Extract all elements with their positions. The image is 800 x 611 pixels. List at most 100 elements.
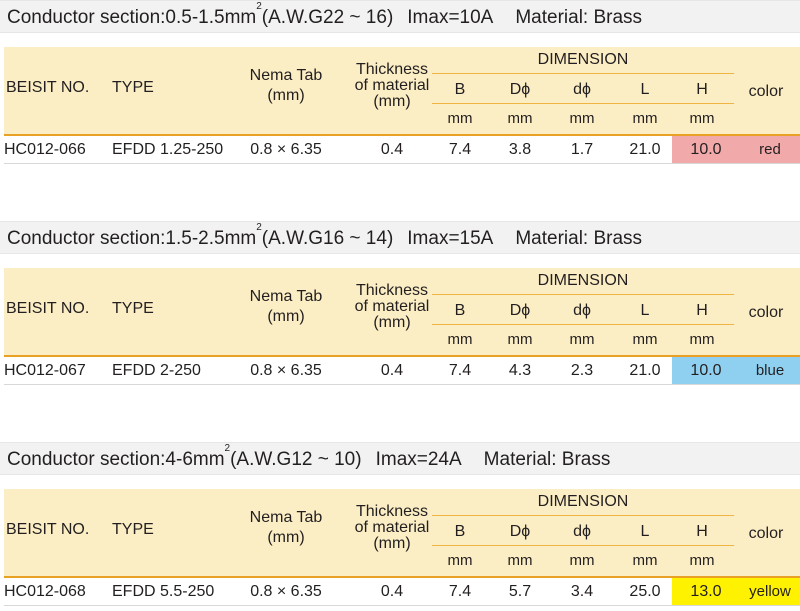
header-small-d-phi: dϕ [573, 523, 591, 540]
thickness-value: 0.4 [380, 583, 404, 600]
color-value: blue [755, 362, 785, 379]
header-d-phi: Dϕ [509, 302, 531, 319]
material-label: Material: Brass [515, 228, 643, 249]
header-small-d-phi-unit: mm [569, 331, 595, 348]
header-color: color [748, 83, 784, 100]
mm2-superscript: 2 [256, 1, 262, 12]
part-number: HC012-066 [4, 141, 86, 158]
conductor-section-bar: Conductor section:0.5-1.5mm2(A.W.G22 ~ 1… [0, 0, 800, 33]
color-value: yellow [749, 583, 791, 600]
small-d-phi-value: 1.7 [570, 141, 594, 158]
header-type: TYPE [112, 79, 154, 96]
nema-tab-value: 0.8 × 6.35 [250, 583, 322, 600]
header-d-phi: Dϕ [509, 81, 531, 98]
thickness-value: 0.4 [380, 141, 404, 158]
small-d-phi-value: 3.4 [570, 583, 594, 600]
unit-divider [432, 103, 734, 104]
conductor-section-label: Conductor section:0.5-1.5mm [7, 7, 257, 28]
conductor-section-bar: Conductor section:1.5-2.5mm2(A.W.G16 ~ 1… [0, 221, 800, 254]
part-number: HC012-067 [4, 362, 86, 379]
imax-label: Imax=24A [375, 449, 462, 470]
color-swatch [740, 357, 800, 384]
color-swatch [740, 136, 800, 163]
header-thickness: Thickness [355, 282, 429, 299]
header-l-unit: mm [632, 552, 658, 569]
h-value: 10.0 [690, 362, 722, 379]
header-thickness-of-material: of material [354, 519, 430, 536]
awg-range: (A.W.G16 ~ 14) [261, 228, 394, 249]
h-value: 13.0 [690, 583, 722, 600]
h-value: 10.0 [690, 141, 722, 158]
header-thickness: Thickness [355, 503, 429, 520]
imax-label: Imax=10A [407, 7, 494, 28]
header-d-phi: Dϕ [509, 523, 531, 540]
header-dimension: DIMENSION [537, 272, 629, 289]
b-value: 7.4 [448, 362, 472, 379]
terminal-type: EFDD 2-250 [112, 362, 201, 379]
header-color: color [748, 304, 784, 321]
dimension-divider [432, 294, 734, 295]
header-dimension: DIMENSION [537, 493, 629, 510]
header-nema-tab-unit: (mm) [267, 529, 305, 546]
l-value: 21.0 [629, 141, 661, 158]
header-l: L [640, 302, 650, 319]
terminal-type: EFDD 5.5-250 [112, 583, 215, 600]
terminal-type: EFDD 1.25-250 [112, 141, 224, 158]
d-phi-value: 3.8 [508, 141, 532, 158]
material-label: Material: Brass [515, 7, 643, 28]
header-b: B [454, 302, 466, 319]
conductor-section-label: Conductor section:4-6mm [7, 449, 225, 470]
header-d-phi-unit: mm [507, 331, 533, 348]
small-d-phi-value: 2.3 [570, 362, 594, 379]
header-part-no: BEISIT NO. [6, 300, 90, 317]
thickness-value: 0.4 [380, 362, 404, 379]
l-value: 21.0 [629, 362, 661, 379]
b-value: 7.4 [448, 141, 472, 158]
nema-tab-value: 0.8 × 6.35 [250, 141, 322, 158]
header-small-d-phi: dϕ [573, 302, 591, 319]
header-dimension: DIMENSION [537, 51, 629, 68]
h-swatch [672, 578, 740, 605]
header-b: B [454, 523, 466, 540]
imax-label: Imax=15A [407, 228, 494, 249]
b-value: 7.4 [448, 583, 472, 600]
header-l-unit: mm [632, 110, 658, 127]
header-type: TYPE [112, 521, 154, 538]
header-l-unit: mm [632, 331, 658, 348]
header-color: color [748, 525, 784, 542]
header-h: H [696, 81, 708, 98]
header-thickness-unit: (mm) [373, 314, 411, 331]
table-row: HC012-066 EFDD 1.25-250 0.8 × 6.35 0.4 7.4 3.… [4, 136, 800, 164]
header-thickness: Thickness [355, 61, 429, 78]
header-part-no: BEISIT NO. [6, 79, 90, 96]
mm2-superscript: 2 [256, 222, 262, 233]
part-number: HC012-068 [4, 583, 86, 600]
table-header: BEISIT NO. TYPE Nema Tab (mm) Thickness of ma… [4, 268, 800, 357]
header-thickness-unit: (mm) [373, 535, 411, 552]
header-h-unit: mm [689, 110, 715, 127]
d-phi-value: 4.3 [508, 362, 532, 379]
table-row: HC012-068 EFDD 5.5-250 0.8 × 6.35 0.4 7.4 5.7… [4, 578, 800, 606]
h-swatch [672, 136, 740, 163]
awg-range: (A.W.G12 ~ 10) [230, 449, 362, 470]
color-swatch [740, 578, 800, 605]
unit-divider [432, 545, 734, 546]
header-nema-tab: Nema Tab [249, 288, 323, 305]
unit-divider [432, 324, 734, 325]
header-thickness-unit: (mm) [373, 93, 411, 110]
nema-tab-value: 0.8 × 6.35 [250, 362, 322, 379]
color-value: red [759, 141, 781, 158]
header-b-unit: mm [447, 110, 473, 127]
header-nema-tab: Nema Tab [249, 509, 323, 526]
header-l: L [640, 523, 650, 540]
header-type: TYPE [112, 300, 154, 317]
header-l: L [640, 81, 650, 98]
header-b-unit: mm [447, 552, 473, 569]
l-value: 25.0 [629, 583, 661, 600]
header-d-phi-unit: mm [507, 552, 533, 569]
conductor-section-label: Conductor section:1.5-2.5mm [7, 228, 257, 249]
header-small-d-phi: dϕ [573, 81, 591, 98]
header-h-unit: mm [689, 331, 715, 348]
header-d-phi-unit: mm [507, 110, 533, 127]
header-small-d-phi-unit: mm [569, 110, 595, 127]
